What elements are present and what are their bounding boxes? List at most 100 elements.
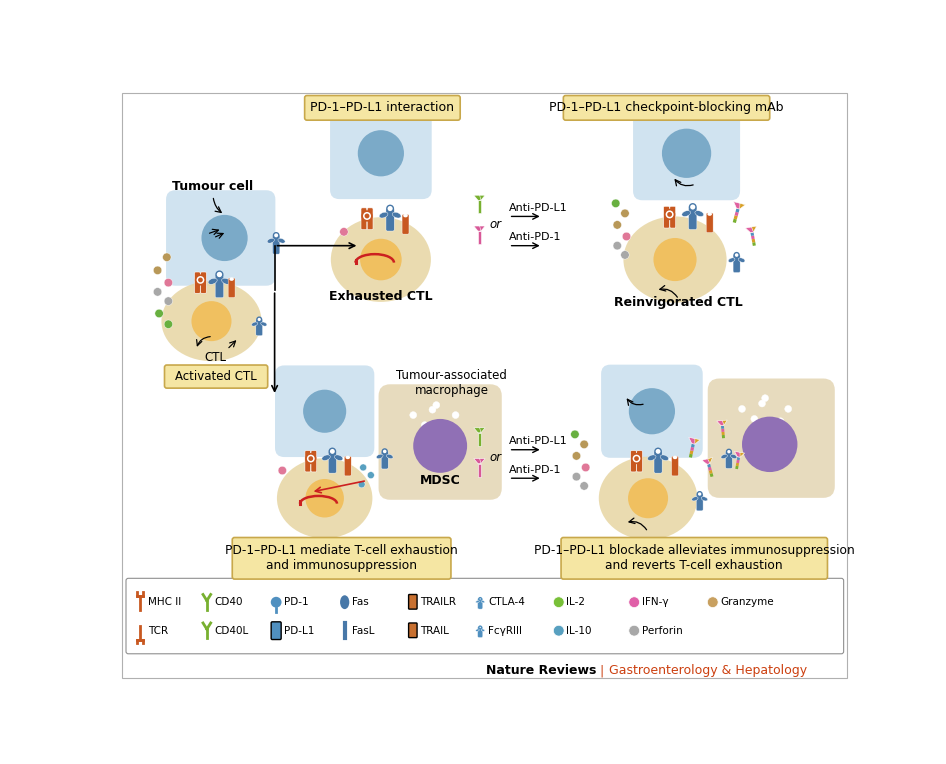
- FancyBboxPatch shape: [654, 451, 662, 473]
- Text: IFN-γ: IFN-γ: [642, 597, 669, 607]
- FancyBboxPatch shape: [631, 451, 637, 472]
- Text: Anti-PD-L1: Anti-PD-L1: [509, 203, 568, 213]
- FancyBboxPatch shape: [311, 451, 317, 472]
- Polygon shape: [745, 227, 753, 232]
- Circle shape: [655, 448, 661, 455]
- Circle shape: [690, 204, 696, 210]
- Circle shape: [759, 400, 765, 407]
- Text: Tumour cell: Tumour cell: [172, 180, 254, 193]
- Circle shape: [580, 440, 588, 448]
- Circle shape: [662, 128, 711, 178]
- Polygon shape: [478, 464, 481, 477]
- Polygon shape: [735, 466, 739, 469]
- FancyBboxPatch shape: [330, 108, 431, 199]
- Circle shape: [572, 452, 581, 460]
- FancyBboxPatch shape: [726, 451, 732, 468]
- Circle shape: [271, 597, 282, 607]
- FancyBboxPatch shape: [708, 378, 834, 498]
- Text: PD-1: PD-1: [284, 597, 308, 607]
- Circle shape: [622, 232, 631, 241]
- Ellipse shape: [377, 455, 383, 458]
- FancyBboxPatch shape: [305, 451, 310, 472]
- Circle shape: [654, 238, 696, 281]
- Ellipse shape: [208, 278, 218, 284]
- Ellipse shape: [660, 455, 669, 461]
- Ellipse shape: [278, 238, 285, 243]
- Circle shape: [387, 206, 394, 212]
- Circle shape: [628, 478, 668, 518]
- Text: MHC II: MHC II: [148, 597, 181, 607]
- FancyBboxPatch shape: [707, 213, 713, 232]
- FancyBboxPatch shape: [166, 190, 275, 286]
- Polygon shape: [478, 428, 485, 432]
- Circle shape: [452, 412, 459, 419]
- FancyBboxPatch shape: [409, 594, 417, 609]
- Polygon shape: [474, 458, 481, 464]
- Text: PD-1–PD-L1 checkpoint-blocking mAb: PD-1–PD-L1 checkpoint-blocking mAb: [550, 102, 784, 115]
- FancyBboxPatch shape: [126, 578, 844, 654]
- Circle shape: [697, 492, 702, 497]
- Ellipse shape: [221, 278, 231, 284]
- Ellipse shape: [692, 497, 698, 501]
- Circle shape: [164, 297, 172, 306]
- Circle shape: [479, 597, 482, 601]
- Text: Nature Reviews: Nature Reviews: [486, 664, 597, 677]
- Text: CTL: CTL: [204, 351, 226, 364]
- Ellipse shape: [322, 455, 330, 461]
- Circle shape: [613, 221, 622, 229]
- Polygon shape: [478, 200, 481, 213]
- Circle shape: [739, 406, 745, 413]
- Circle shape: [329, 448, 336, 455]
- Ellipse shape: [476, 601, 480, 603]
- Polygon shape: [710, 473, 713, 477]
- FancyBboxPatch shape: [564, 96, 770, 120]
- Circle shape: [762, 395, 768, 402]
- Circle shape: [777, 418, 784, 425]
- Polygon shape: [474, 196, 481, 200]
- Circle shape: [164, 320, 172, 329]
- Text: or: or: [489, 452, 501, 465]
- Polygon shape: [750, 232, 754, 236]
- Polygon shape: [708, 467, 711, 471]
- Polygon shape: [689, 437, 695, 444]
- Polygon shape: [752, 242, 756, 246]
- Polygon shape: [736, 203, 745, 209]
- Circle shape: [751, 416, 758, 422]
- FancyBboxPatch shape: [478, 598, 482, 609]
- Text: IL-2: IL-2: [567, 597, 586, 607]
- Polygon shape: [737, 452, 745, 457]
- Ellipse shape: [267, 238, 274, 243]
- Circle shape: [307, 454, 316, 463]
- Circle shape: [273, 233, 279, 238]
- Ellipse shape: [277, 458, 373, 539]
- Text: PD-1–PD-L1 mediate T-cell exhaustion
and immunosuppression: PD-1–PD-L1 mediate T-cell exhaustion and…: [225, 544, 458, 572]
- FancyBboxPatch shape: [201, 272, 206, 293]
- FancyBboxPatch shape: [409, 623, 417, 638]
- FancyBboxPatch shape: [344, 456, 351, 476]
- Ellipse shape: [379, 212, 388, 218]
- Polygon shape: [707, 464, 710, 468]
- Circle shape: [413, 419, 467, 473]
- Text: Anti-PD-1: Anti-PD-1: [509, 232, 561, 242]
- Polygon shape: [690, 450, 693, 455]
- Ellipse shape: [623, 216, 727, 303]
- Text: Reinvigorated CTL: Reinvigorated CTL: [615, 296, 744, 309]
- Circle shape: [632, 454, 641, 463]
- FancyBboxPatch shape: [215, 274, 223, 298]
- Text: Anti-PD-1: Anti-PD-1: [509, 465, 561, 475]
- Text: |: |: [600, 664, 604, 677]
- Polygon shape: [737, 457, 740, 460]
- Circle shape: [621, 209, 629, 218]
- Circle shape: [359, 481, 365, 488]
- FancyBboxPatch shape: [601, 364, 703, 458]
- Polygon shape: [691, 444, 695, 448]
- Circle shape: [433, 402, 440, 409]
- Ellipse shape: [708, 212, 712, 216]
- Ellipse shape: [340, 595, 349, 609]
- Circle shape: [708, 597, 718, 607]
- FancyBboxPatch shape: [689, 207, 697, 229]
- Polygon shape: [721, 429, 725, 432]
- Text: CTLA-4: CTLA-4: [488, 597, 525, 607]
- Circle shape: [582, 463, 590, 471]
- Circle shape: [196, 275, 205, 285]
